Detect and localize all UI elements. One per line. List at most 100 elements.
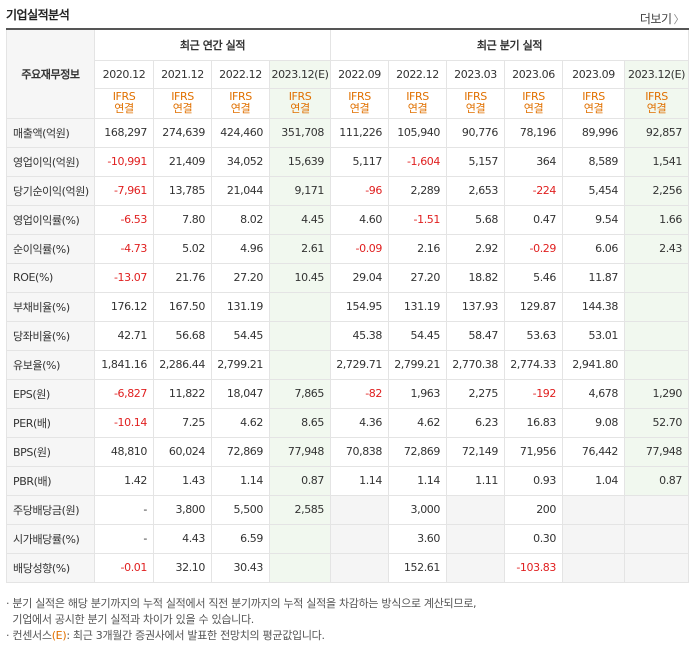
- table-cell: 0.87: [269, 465, 331, 496]
- table-cell: 76,442: [562, 436, 625, 467]
- table-cell: [269, 291, 331, 322]
- table-cell: 351,708: [269, 117, 331, 148]
- table-cell: 6.06: [562, 233, 625, 264]
- table-cell: 5.46: [504, 262, 563, 293]
- table-cell: 77,948: [624, 436, 689, 467]
- table-cell: -0.09: [330, 233, 389, 264]
- table-cell: 152.61: [388, 552, 447, 583]
- table-cell: 4.43: [153, 523, 212, 554]
- table-cell: 21,409: [153, 146, 212, 177]
- table-cell: -0.01: [94, 552, 154, 583]
- table-row: PBR(배) 1.42 1.43 1.14 0.87 1.14 1.14 1.11 0.93 1.…: [6, 465, 689, 496]
- table-cell: 5.68: [446, 204, 505, 235]
- basis-standard: IFRS: [112, 90, 136, 103]
- table-cell: 2,799.21: [211, 349, 270, 380]
- basis-header: IFRS 연결: [624, 87, 689, 119]
- table-cell: 4.62: [211, 407, 270, 438]
- period-header: 2020.12: [94, 59, 154, 89]
- table-cell: 18.82: [446, 262, 505, 293]
- table-cell: 1.14: [211, 465, 270, 496]
- period-header: 2021.12: [153, 59, 212, 89]
- row-label: 시가배당률(%): [6, 523, 95, 554]
- table-cell: 2,729.71: [330, 349, 389, 380]
- table-row: PER(배) -10.14 7.25 4.62 8.65 4.36 4.62 6.23 16.8…: [6, 407, 689, 438]
- table-cell: 4.60: [330, 204, 389, 235]
- table-cell: 6.23: [446, 407, 505, 438]
- table-cell: 52.70: [624, 407, 689, 438]
- table-cell: 1.66: [624, 204, 689, 235]
- table-cell: 5,157: [446, 146, 505, 177]
- table-cell: 4,678: [562, 378, 625, 409]
- table-cell: [269, 320, 331, 351]
- table-row: 순이익률(%) -4.73 5.02 4.96 2.61 -0.09 2.16 2.92 -0.…: [6, 233, 689, 264]
- table-cell: 154.95: [330, 291, 389, 322]
- table-cell: [446, 552, 505, 583]
- basis-header: IFRS 연결: [388, 87, 447, 119]
- table-cell: 58.47: [446, 320, 505, 351]
- table-cell: 13,785: [153, 175, 212, 206]
- row-label: 주당배당금(원): [6, 494, 95, 525]
- table-cell: 274,639: [153, 117, 212, 148]
- table-cell: [624, 494, 689, 525]
- table-cell: [562, 494, 625, 525]
- table-cell: 1,841.16: [94, 349, 154, 380]
- table-cell: 34,052: [211, 146, 270, 177]
- basis-scope: 연결: [349, 102, 370, 115]
- table-cell: [624, 291, 689, 322]
- table-cell: 5.02: [153, 233, 212, 264]
- basis-header: IFRS 연결: [504, 87, 563, 119]
- table-cell: [446, 523, 505, 554]
- table-cell: -1.51: [388, 204, 447, 235]
- period-header: 2022.12: [211, 59, 270, 89]
- table-cell: 9,171: [269, 175, 331, 206]
- table-cell: 4.96: [211, 233, 270, 264]
- basis-standard: IFRS: [406, 90, 429, 103]
- table-row: 부채비율(%) 176.12 167.50 131.19 154.95 131.19 137…: [6, 291, 689, 322]
- table-row: ROE(%) -13.07 21.76 27.20 10.45 29.04 27.20 18.…: [6, 262, 689, 293]
- table-cell: 2,256: [624, 175, 689, 206]
- row-label: PER(배): [6, 407, 95, 438]
- table-cell: 1.14: [388, 465, 447, 496]
- table-cell: 48,810: [94, 436, 154, 467]
- basis-scope: 연결: [172, 102, 193, 115]
- table-cell: [330, 494, 389, 525]
- table-cell: 2.61: [269, 233, 331, 264]
- table-cell: 105,940: [388, 117, 447, 148]
- table-row: 배당성향(%) -0.01 32.10 30.43 152.61 -103.83: [6, 552, 689, 583]
- table-cell: 1,963: [388, 378, 447, 409]
- table-cell: -7,961: [94, 175, 154, 206]
- more-link[interactable]: 더보기 〉: [640, 10, 685, 27]
- table-cell: 71,956: [504, 436, 563, 467]
- table-cell: -13.07: [94, 262, 154, 293]
- table-cell: 168,297: [94, 117, 154, 148]
- table-row: EPS(원) -6,827 11,822 18,047 7,865 -82 1,963 2,2…: [6, 378, 689, 409]
- table-cell: 8,589: [562, 146, 625, 177]
- table-row: 당좌비율(%) 42.71 56.68 54.45 45.38 54.45 58.47 53.…: [6, 320, 689, 351]
- table-cell: 30.43: [211, 552, 270, 583]
- table-cell: 2,799.21: [388, 349, 447, 380]
- table-cell: 144.38: [562, 291, 625, 322]
- basis-header: IFRS 연결: [446, 87, 505, 119]
- table-cell: 2,286.44: [153, 349, 212, 380]
- table-cell: 15,639: [269, 146, 331, 177]
- row-label: 영업이익(억원): [6, 146, 95, 177]
- table-cell: 8.65: [269, 407, 331, 438]
- period-header: 2023.12(E): [269, 59, 331, 89]
- period-header: 2023.06: [504, 59, 563, 89]
- table-cell: -10.14: [94, 407, 154, 438]
- table-cell: [562, 552, 625, 583]
- table-cell: 1.14: [330, 465, 389, 496]
- table-cell: 131.19: [388, 291, 447, 322]
- table-cell: 1,290: [624, 378, 689, 409]
- basis-standard: IFRS: [645, 90, 668, 103]
- table-cell: -: [94, 494, 154, 525]
- table-cell: 21,044: [211, 175, 270, 206]
- table-row: 당기순이익(억원) -7,961 13,785 21,044 9,171 -96 2,289…: [6, 175, 689, 206]
- table-cell: 7.25: [153, 407, 212, 438]
- footnote-3-prefix: · 컨센서스: [6, 629, 52, 642]
- table-cell: 72,869: [211, 436, 270, 467]
- table-cell: 9.08: [562, 407, 625, 438]
- table-cell: 176.12: [94, 291, 154, 322]
- table-cell: 2,289: [388, 175, 447, 206]
- table-cell: 0.93: [504, 465, 563, 496]
